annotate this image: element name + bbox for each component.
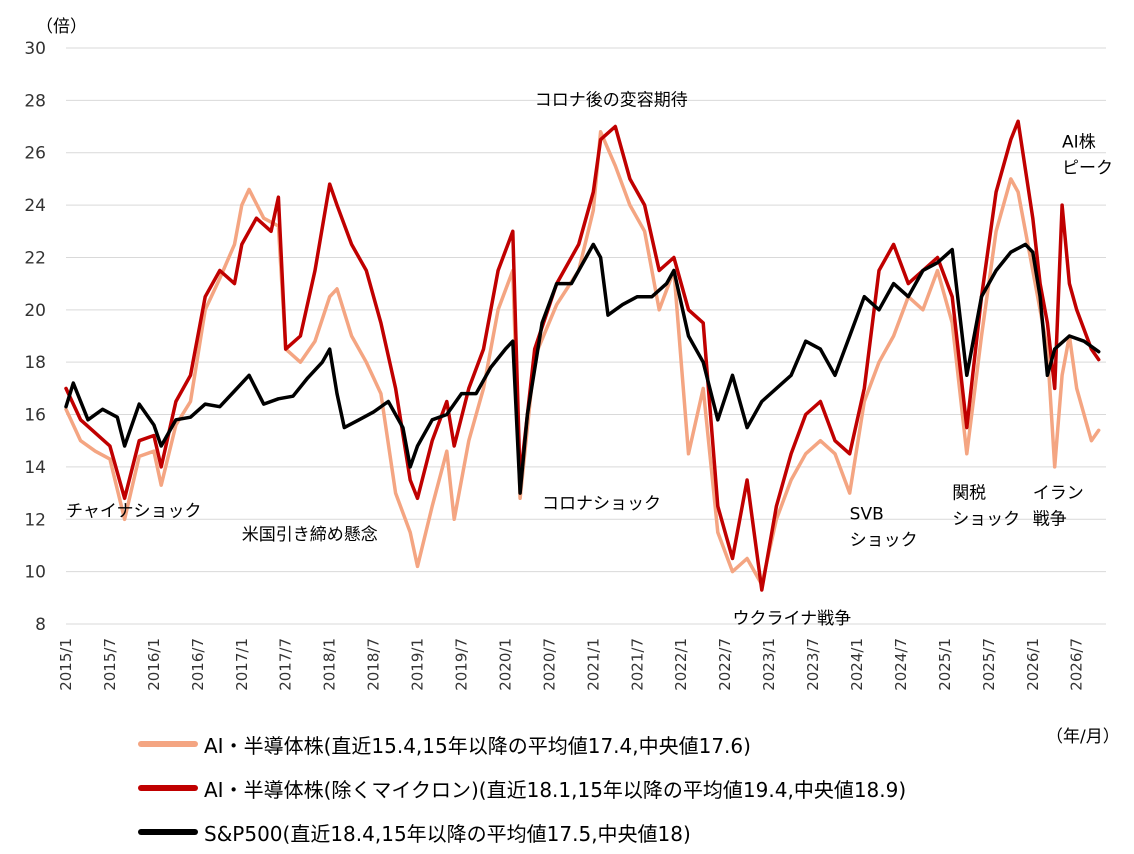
- y-tick-label: 16: [24, 406, 46, 426]
- y-tick-label: 26: [24, 144, 46, 164]
- x-tick-label: 2016/1: [145, 638, 163, 691]
- legend-swatch: [138, 741, 198, 747]
- y-tick-label: 12: [24, 510, 46, 530]
- legend-item: AI・半導体株(除くマイクロン)(直近18.1,15年以降の平均値19.4,中央…: [138, 766, 906, 810]
- legend-label: S&P500(直近18.4,15年以降の平均値17.5,中央値18): [204, 821, 691, 846]
- x-tick-label: 2015/7: [101, 638, 119, 691]
- y-tick-label: 8: [35, 615, 46, 635]
- x-tick-label: 2020/7: [540, 638, 558, 691]
- y-tick-label: 14: [24, 458, 46, 478]
- series-line-3: [64, 242, 1101, 495]
- y-unit-label: （倍）: [36, 17, 87, 37]
- legend-swatch: [138, 785, 198, 791]
- legend-item: AI・半導体株(直近15.4,15年以降の平均値17.4,中央値17.6): [138, 722, 906, 766]
- x-tick-label: 2017/7: [277, 638, 295, 691]
- annotation: AI株ピーク: [1062, 132, 1113, 178]
- x-tick-label: 2016/7: [189, 638, 207, 691]
- annotation: 関税ショック: [952, 483, 1020, 529]
- x-tick-label: 2023/7: [804, 638, 822, 691]
- x-tick-label: 2023/1: [760, 638, 778, 691]
- y-tick-label: 18: [24, 353, 46, 373]
- y-axis: 8 10 12 14 16 18 20 22 24 26 28 30: [24, 39, 46, 635]
- x-tick-label: 2022/7: [716, 638, 734, 691]
- x-tick-label: 2020/1: [496, 638, 514, 691]
- x-tick-label: 2018/1: [321, 638, 339, 691]
- x-tick-label: 2022/1: [672, 638, 690, 691]
- gridlines: [66, 47, 1106, 625]
- series-lines: [64, 119, 1101, 592]
- x-tick-label: 2019/1: [409, 638, 427, 691]
- x-tick-label: 2021/1: [584, 638, 602, 691]
- annotation: コロナ後の変容期待: [535, 91, 688, 111]
- x-tick-label: 2026/1: [1024, 638, 1042, 691]
- annotation: 米国引き締め懸念: [242, 524, 378, 545]
- legend: AI・半導体株(直近15.4,15年以降の平均値17.4,中央値17.6) AI・…: [138, 722, 906, 854]
- annotation: チャイナショック: [66, 502, 202, 522]
- x-tick-label: 2024/7: [892, 638, 910, 691]
- legend-item: S&P500(直近18.4,15年以降の平均値17.5,中央値18): [138, 810, 906, 854]
- series-line-1: [64, 130, 1101, 587]
- annotation: SVB ショック: [850, 504, 918, 550]
- series-line-2: [64, 119, 1101, 592]
- x-unit-label: （年/月）: [1046, 727, 1120, 747]
- y-tick-label: 20: [24, 301, 46, 321]
- annotation: ウクライナ戦争: [732, 609, 851, 629]
- legend-label: AI・半導体株(除くマイクロン)(直近18.1,15年以降の平均値19.4,中央…: [204, 777, 907, 802]
- y-tick-label: 24: [24, 196, 46, 216]
- x-tick-label: 2017/1: [233, 638, 251, 691]
- x-axis: 2015/1 2015/7 2016/1 2016/7 2017/1 2017/7 2018…: [57, 638, 1086, 691]
- y-tick-label: 30: [24, 39, 46, 59]
- x-tick-label: 2021/7: [628, 638, 646, 691]
- legend-label: AI・半導体株(直近15.4,15年以降の平均値17.4,中央値17.6): [204, 733, 751, 758]
- x-tick-label: 2026/7: [1068, 638, 1086, 691]
- x-tick-label: 2024/1: [848, 638, 866, 691]
- annotation: コロナショック: [542, 494, 661, 514]
- legend-swatch: [138, 829, 198, 835]
- y-tick-label: 28: [24, 91, 46, 111]
- line-chart: 8 10 12 14 16 18 20 22 24 26 28 30 2015/1 2015/7 2016…: [24, 39, 1113, 691]
- x-tick-label: 2018/7: [365, 638, 383, 691]
- annotation: イラン戦争: [1033, 483, 1084, 529]
- x-tick-label: 2019/7: [452, 638, 470, 691]
- x-tick-label: 2025/1: [936, 638, 954, 691]
- x-tick-label: 2025/7: [980, 638, 998, 691]
- x-tick-label: 2015/1: [57, 638, 75, 691]
- y-tick-label: 10: [24, 563, 46, 583]
- y-tick-label: 22: [24, 248, 46, 268]
